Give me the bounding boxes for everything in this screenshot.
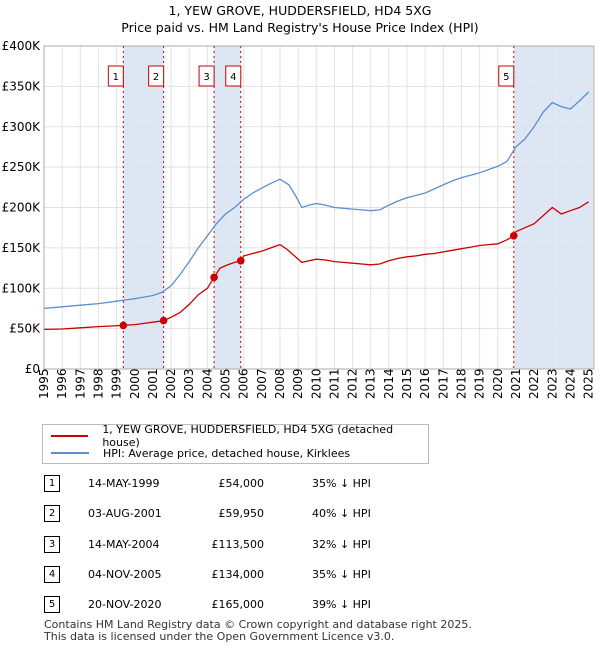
x-tick-label: 2002: [164, 368, 178, 399]
x-tick-label: 2003: [182, 368, 196, 399]
transaction-date: 03-AUG-2001: [88, 507, 162, 520]
plot-frame: [43, 45, 595, 370]
transaction-number: 5: [44, 596, 60, 613]
x-tick-label: 2010: [309, 368, 323, 399]
x-tick-label: 2021: [509, 368, 523, 399]
x-tick-label: 2004: [200, 368, 214, 399]
transaction-number: 2: [44, 505, 60, 522]
transaction-price: £134,000: [211, 568, 265, 581]
transaction-date: 14-MAY-2004: [88, 538, 160, 551]
x-tick-label: 1997: [73, 368, 87, 399]
transaction-number: 3: [44, 536, 60, 553]
y-tick-label: £50K: [9, 322, 41, 336]
sale-point: [119, 321, 128, 330]
transaction-hpi-diff: 35% ↓ HPI: [312, 477, 371, 490]
transaction-hpi-diff: 40% ↓ HPI: [312, 507, 371, 520]
table-row: 2 03-AUG-2001 £59,950 40% ↓ HPI: [0, 505, 600, 525]
x-tick-label: 2019: [473, 368, 487, 399]
legend: 1, YEW GROVE, HUDDERSFIELD, HD4 5XG (det…: [42, 423, 429, 464]
legend-swatch-property: [51, 435, 89, 437]
table-row: 4 04-NOV-2005 £134,000 35% ↓ HPI: [0, 566, 600, 586]
x-tick-label: 1996: [55, 368, 69, 399]
sale-number-box: [498, 65, 515, 87]
sale-number-box: [107, 65, 124, 87]
legend-swatch-hpi: [51, 452, 89, 454]
y-tick-label: £350K: [2, 79, 42, 93]
transaction-date: 20-NOV-2020: [88, 598, 162, 611]
x-tick-label: 1999: [110, 368, 124, 399]
y-tick-label: £200K: [2, 201, 42, 215]
y-tick-label: £100K: [2, 281, 42, 295]
transaction-date: 14-MAY-1999: [88, 477, 160, 490]
price-chart: £0 £50K £100K £150K £200K £250K £300K £350K £400…: [2, 39, 596, 399]
footer-copyright: Contains HM Land Registry data © Crown c…: [44, 618, 472, 631]
y-tick-label: £400K: [2, 39, 42, 53]
footer-licence: This data is licensed under the Open Gov…: [44, 630, 395, 643]
sale-number-label: 4: [230, 72, 236, 83]
transaction-hpi-diff: 39% ↓ HPI: [312, 598, 371, 611]
y-tick-label: £0: [25, 362, 40, 376]
legend-label-hpi: HPI: Average price, detached house, Kirk…: [103, 446, 351, 460]
transaction-number: 1: [44, 475, 60, 492]
x-tick-label: 2020: [491, 368, 505, 399]
x-tick-label: 2007: [255, 368, 269, 399]
x-tick-label: 2025: [582, 368, 596, 399]
table-row: 3 14-MAY-2004 £113,500 32% ↓ HPI: [0, 536, 600, 556]
x-tick-label: 2011: [327, 368, 341, 399]
transaction-price: £59,950: [218, 507, 265, 520]
x-tick-label: 2013: [364, 368, 378, 399]
x-tick-label: 2014: [382, 368, 396, 399]
legend-label-property: 1, YEW GROVE, HUDDERSFIELD, HD4 5XG (det…: [102, 423, 394, 449]
table-row: 5 20-NOV-2020 £165,000 39% ↓ HPI: [0, 596, 600, 616]
sale-number-box: [148, 65, 165, 87]
sale-number-box: [198, 65, 215, 87]
x-tick-label: 2000: [128, 368, 142, 399]
x-tick-label: 2005: [219, 368, 233, 399]
sale-point: [509, 231, 518, 240]
x-tick-label: 2016: [418, 368, 432, 399]
transaction-hpi-diff: 35% ↓ HPI: [312, 568, 371, 581]
y-tick-label: £250K: [2, 160, 42, 174]
transaction-price: £54,000: [218, 477, 265, 490]
chart-title: 1, YEW GROVE, HUDDERSFIELD, HD4 5XG: [168, 3, 432, 18]
x-tick-label: 2006: [237, 368, 251, 399]
sale-number-label: 2: [153, 72, 159, 83]
y-tick-label: £300K: [2, 120, 42, 134]
sale-number-label: 1: [113, 72, 119, 83]
x-tick-label: 2015: [400, 368, 414, 399]
y-tick-label: £150K: [2, 241, 42, 255]
chart-subtitle: Price paid vs. HM Land Registry's House …: [121, 20, 479, 35]
x-tick-label: 2018: [454, 368, 468, 399]
transaction-price: £113,500: [211, 538, 265, 551]
table-row: 1 14-MAY-1999 £54,000 35% ↓ HPI: [0, 475, 600, 495]
transaction-number: 4: [44, 566, 60, 583]
x-tick-label: 1998: [91, 368, 105, 399]
property-series-line: [43, 201, 589, 331]
sale-number-label: 3: [203, 72, 209, 83]
x-tick-label: 2024: [563, 368, 577, 399]
sale-point: [236, 256, 245, 265]
x-tick-label: 2023: [545, 368, 559, 399]
transaction-date: 04-NOV-2005: [88, 568, 162, 581]
transaction-hpi-diff: 32% ↓ HPI: [312, 538, 371, 551]
x-tick-label: 2008: [273, 368, 287, 399]
sale-number-box: [225, 65, 242, 87]
sale-number-label: 5: [503, 72, 509, 83]
x-tick-label: 2017: [436, 368, 450, 399]
hpi-series-line: [43, 91, 590, 310]
x-tick-label: 2001: [146, 368, 160, 399]
legend-item-hpi: HPI: Average price, detached house, Kirk…: [51, 445, 350, 461]
x-tick-label: 1995: [37, 368, 51, 399]
x-tick-label: 2012: [346, 368, 360, 399]
sale-point: [159, 316, 168, 325]
transaction-price: £165,000: [211, 598, 265, 611]
x-tick-label: 2022: [527, 368, 541, 399]
sale-point: [210, 273, 218, 282]
legend-item-property: 1, YEW GROVE, HUDDERSFIELD, HD4 5XG (det…: [51, 423, 428, 449]
x-tick-label: 2009: [291, 368, 305, 399]
